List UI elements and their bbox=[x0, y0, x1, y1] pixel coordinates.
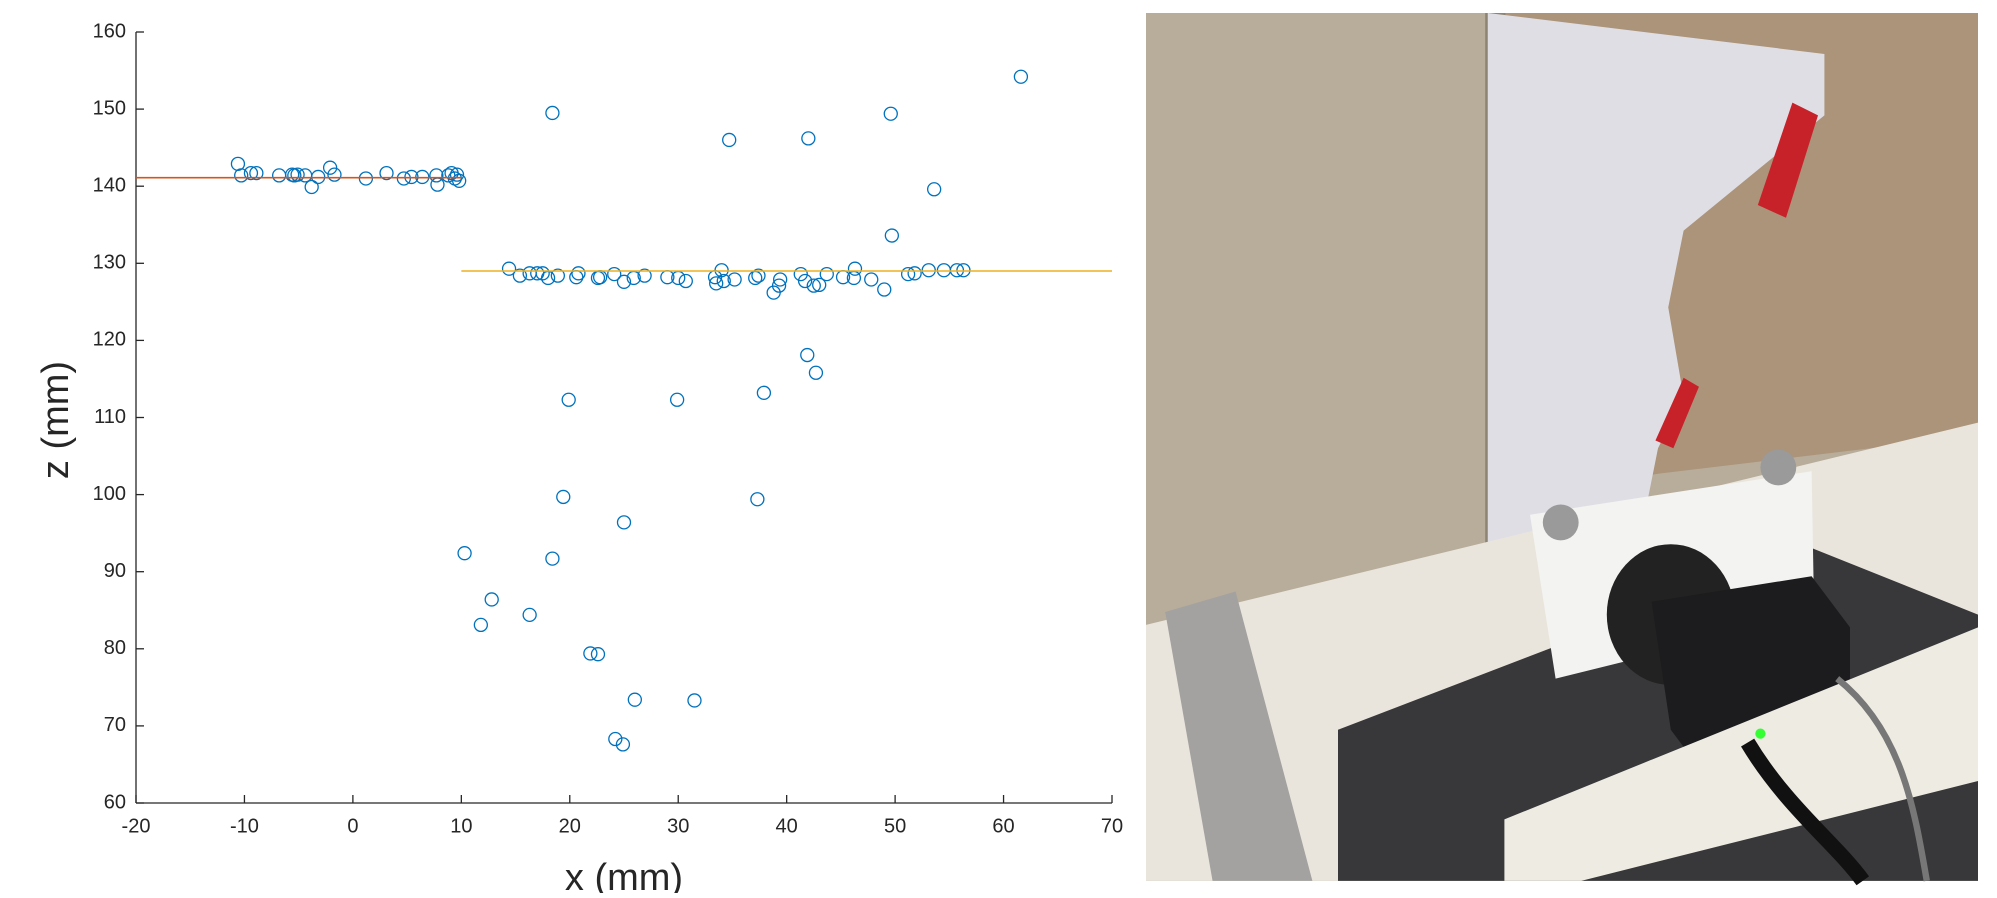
x-tick-label: 60 bbox=[992, 815, 1014, 837]
y-tick-label: 130 bbox=[93, 252, 126, 274]
y-tick-label: 90 bbox=[104, 560, 126, 582]
point bbox=[688, 694, 701, 707]
point bbox=[679, 275, 692, 288]
x-tick-label: 0 bbox=[347, 815, 358, 837]
point bbox=[928, 183, 941, 196]
point bbox=[885, 229, 898, 242]
point bbox=[809, 366, 822, 379]
point bbox=[802, 132, 815, 145]
y-tick-label: 100 bbox=[93, 483, 126, 505]
point bbox=[723, 133, 736, 146]
point bbox=[671, 393, 684, 406]
y-tick-label: 110 bbox=[94, 406, 126, 428]
point bbox=[757, 386, 770, 399]
point bbox=[848, 262, 861, 275]
y-tick-label: 80 bbox=[104, 637, 126, 659]
y-axis-label: z (mm) bbox=[35, 361, 77, 479]
x-tick-label: 20 bbox=[559, 815, 581, 837]
point bbox=[523, 608, 536, 621]
point bbox=[618, 516, 631, 529]
y-tick-label: 160 bbox=[93, 20, 126, 42]
point bbox=[628, 693, 641, 706]
point bbox=[458, 547, 471, 560]
page: x (mm) z (mm) -20 -10 0 10 20 30 40 50 60 70 60 70 8… bbox=[0, 0, 1997, 893]
x-tick-label: 50 bbox=[884, 815, 906, 837]
point bbox=[572, 267, 585, 280]
x-tick-label: 10 bbox=[450, 815, 472, 837]
point bbox=[557, 490, 570, 503]
point bbox=[235, 169, 248, 182]
y-tick-label: 70 bbox=[104, 714, 126, 736]
point bbox=[820, 268, 833, 281]
point bbox=[485, 593, 498, 606]
x-axis-label: x (mm) bbox=[565, 857, 683, 893]
x-tick-label: 40 bbox=[776, 815, 798, 837]
photo bbox=[1146, 13, 1978, 881]
y-tick-label: 150 bbox=[93, 97, 126, 119]
y-tick-label: 60 bbox=[104, 791, 126, 813]
y-tick-label: 140 bbox=[93, 174, 126, 196]
x-tick-label: 30 bbox=[667, 815, 689, 837]
y-tick-label: 120 bbox=[93, 329, 126, 351]
x-tick-label: -10 bbox=[230, 815, 259, 837]
point bbox=[273, 169, 286, 182]
point bbox=[546, 552, 559, 565]
point bbox=[474, 618, 487, 631]
plot-area: -20 -10 0 10 20 30 40 50 60 70 60 70 80 90 100 110 120 13… bbox=[93, 20, 1124, 837]
point bbox=[431, 178, 444, 191]
point bbox=[305, 180, 318, 193]
point bbox=[751, 493, 764, 506]
x-tick-label: 70 bbox=[1101, 815, 1123, 837]
point bbox=[801, 349, 814, 362]
point bbox=[591, 648, 604, 661]
point bbox=[884, 107, 897, 120]
point bbox=[1014, 70, 1027, 83]
point bbox=[562, 393, 575, 406]
point bbox=[546, 106, 559, 119]
point bbox=[523, 267, 536, 280]
point bbox=[865, 273, 878, 286]
x-tick-label: -20 bbox=[122, 815, 151, 837]
point bbox=[878, 283, 891, 296]
point bbox=[430, 169, 443, 182]
